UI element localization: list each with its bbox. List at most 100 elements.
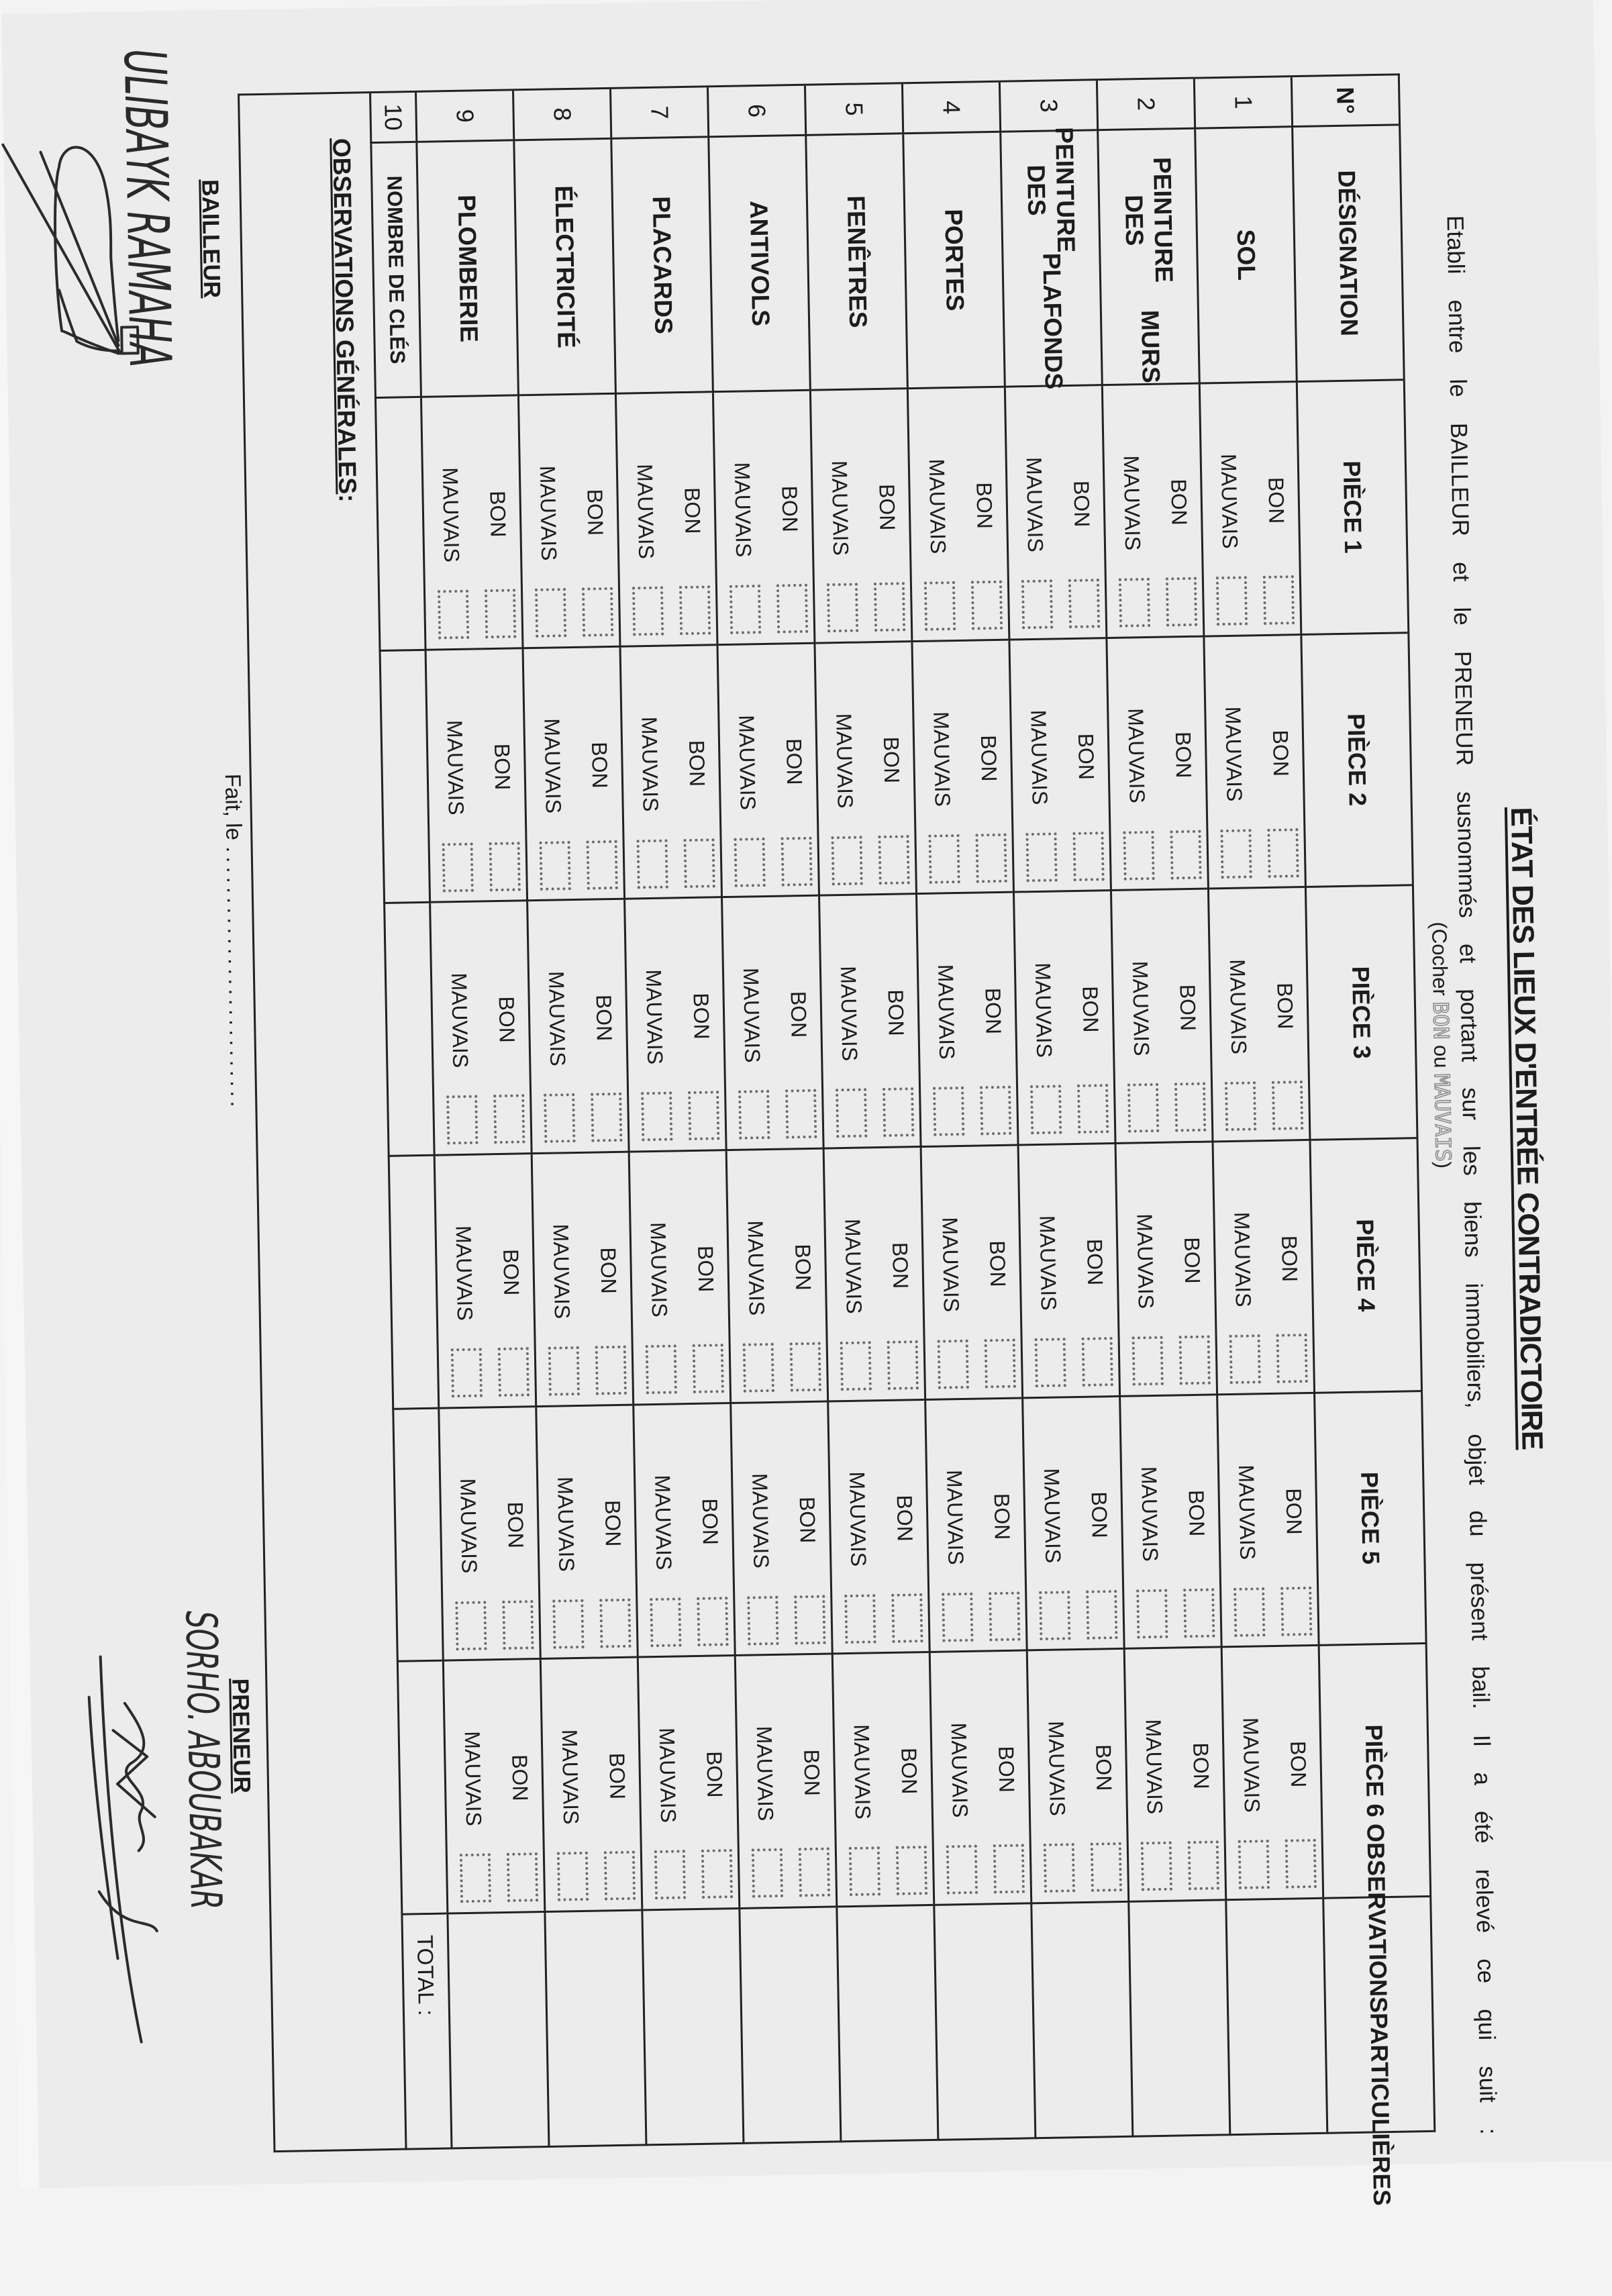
checkbox-bon[interactable]	[603, 1850, 636, 1901]
option-bon[interactable]: BON	[1262, 636, 1301, 889]
checkbox-bon[interactable]	[785, 1089, 817, 1139]
option-mauvais[interactable]: MAUVAIS	[632, 646, 670, 899]
checkbox-bon[interactable]	[1081, 1337, 1113, 1387]
option-mauvais[interactable]: MAUVAIS	[1118, 638, 1156, 891]
checkbox-bon[interactable]	[497, 1347, 530, 1397]
checkbox-mauvais[interactable]	[442, 842, 474, 893]
option-bon[interactable]: BON	[1165, 637, 1203, 890]
checkbox-bon[interactable]	[878, 834, 910, 885]
checkbox-bon[interactable]	[1090, 1842, 1122, 1893]
observations-cell[interactable]	[933, 1904, 1035, 2141]
observations-cell[interactable]	[446, 1912, 548, 2150]
observations-cell[interactable]	[544, 1911, 646, 2148]
option-bon[interactable]: BON	[883, 1148, 921, 1401]
option-bon[interactable]: BON	[1272, 1141, 1310, 1394]
checkbox-mauvais[interactable]	[942, 1592, 974, 1642]
observations-cell[interactable]	[641, 1909, 743, 2146]
option-bon[interactable]: BON	[887, 1401, 925, 1654]
checkbox-mauvais[interactable]	[933, 1087, 965, 1137]
checkbox-mauvais[interactable]	[556, 1852, 589, 1901]
checkbox-mauvais[interactable]	[450, 1348, 483, 1398]
option-bon[interactable]: BON	[984, 1399, 1022, 1652]
checkbox-mauvais[interactable]	[455, 1601, 487, 1650]
option-bon[interactable]: BON	[785, 1150, 823, 1403]
checkbox-mauvais[interactable]	[738, 1090, 770, 1140]
option-mauvais[interactable]: MAUVAIS	[942, 1652, 980, 1905]
option-bon[interactable]: BON	[1064, 386, 1102, 639]
option-mauvais[interactable]: MAUVAIS	[747, 1656, 785, 1909]
option-bon[interactable]: BON	[1178, 1395, 1217, 1648]
checkbox-mauvais[interactable]	[1220, 829, 1252, 879]
option-mauvais[interactable]: MAUVAIS	[544, 1154, 582, 1407]
option-mauvais[interactable]: MAUVAIS	[919, 389, 958, 642]
option-bon[interactable]: BON	[489, 902, 527, 1155]
checkbox-mauvais[interactable]	[1118, 577, 1151, 628]
option-mauvais[interactable]: MAUVAIS	[1039, 1650, 1077, 1903]
checkbox-bon[interactable]	[1076, 1084, 1109, 1134]
checkbox-mauvais[interactable]	[437, 589, 470, 640]
checkbox-bon[interactable]	[895, 1846, 928, 1896]
checkbox-mauvais[interactable]	[548, 1346, 580, 1396]
option-mauvais[interactable]: MAUVAIS	[831, 896, 869, 1149]
option-bon[interactable]: BON	[692, 1404, 730, 1657]
option-bon[interactable]: BON	[980, 1146, 1018, 1399]
checkbox-bon[interactable]	[1267, 828, 1299, 878]
checkbox-bon[interactable]	[591, 1093, 623, 1142]
option-bon[interactable]: BON	[1086, 1650, 1124, 1903]
checkbox-bon[interactable]	[1170, 830, 1202, 880]
checkbox-mauvais[interactable]	[1043, 1843, 1075, 1893]
option-mauvais[interactable]: MAUVAIS	[1017, 387, 1055, 640]
option-bon[interactable]: BON	[1174, 1143, 1213, 1396]
option-bon[interactable]: BON	[586, 900, 624, 1153]
option-mauvais[interactable]: MAUVAIS	[1220, 889, 1258, 1142]
checkbox-bon[interactable]	[1174, 1082, 1207, 1132]
option-mauvais[interactable]: MAUVAIS	[725, 392, 763, 645]
checkbox-bon[interactable]	[678, 585, 711, 636]
checkbox-bon[interactable]	[692, 1344, 724, 1393]
checkbox-mauvais[interactable]	[1229, 1334, 1261, 1385]
checkbox-mauvais[interactable]	[1238, 1840, 1270, 1890]
option-bon[interactable]: BON	[688, 1151, 726, 1404]
checkbox-bon[interactable]	[970, 580, 1003, 630]
option-bon[interactable]: BON	[502, 1660, 540, 1913]
checkbox-mauvais[interactable]	[1127, 1083, 1160, 1133]
checkbox-bon[interactable]	[1165, 577, 1198, 627]
option-bon[interactable]: BON	[1170, 890, 1208, 1143]
option-bon[interactable]: BON	[794, 1655, 832, 1908]
checkbox-mauvais[interactable]	[836, 1088, 868, 1138]
checkbox-mauvais[interactable]	[1215, 576, 1248, 626]
option-mauvais[interactable]: MAUVAIS	[446, 1155, 485, 1408]
checkbox-bon[interactable]	[984, 1338, 1016, 1389]
option-mauvais[interactable]: MAUVAIS	[937, 1399, 975, 1652]
checkbox-mauvais[interactable]	[1136, 1589, 1168, 1639]
checkbox-bon[interactable]	[1187, 1840, 1219, 1891]
observations-cell[interactable]	[738, 1907, 840, 2144]
option-bon[interactable]: BON	[683, 899, 721, 1152]
option-mauvais[interactable]: MAUVAIS	[1034, 1398, 1072, 1651]
checkbox-mauvais[interactable]	[751, 1848, 784, 1898]
checkbox-bon[interactable]	[1271, 1081, 1304, 1131]
checkbox-mauvais[interactable]	[848, 1846, 881, 1897]
option-bon[interactable]: BON	[869, 389, 907, 642]
checkbox-bon[interactable]	[1072, 831, 1105, 881]
option-bon[interactable]: BON	[1081, 1397, 1119, 1650]
option-bon[interactable]: BON	[1258, 383, 1297, 636]
option-bon[interactable]: BON	[891, 1653, 929, 1906]
option-mauvais[interactable]: MAUVAIS	[729, 645, 767, 898]
option-mauvais[interactable]: MAUVAIS	[438, 650, 476, 903]
option-bon[interactable]: BON	[1068, 639, 1106, 892]
option-mauvais[interactable]: MAUVAIS	[535, 648, 573, 901]
checkbox-bon[interactable]	[887, 1340, 919, 1390]
option-mauvais[interactable]: MAUVAIS	[822, 391, 860, 644]
checkbox-bon[interactable]	[891, 1593, 923, 1643]
option-bon[interactable]: BON	[975, 893, 1013, 1146]
option-mauvais[interactable]: MAUVAIS	[1233, 1647, 1272, 1900]
checkbox-mauvais[interactable]	[1123, 830, 1155, 881]
checkbox-mauvais[interactable]	[840, 1341, 872, 1391]
option-mauvais[interactable]: MAUVAIS	[548, 1407, 586, 1660]
checkbox-bon[interactable]	[873, 582, 906, 632]
checkbox-bon[interactable]	[883, 1087, 915, 1138]
checkbox-bon[interactable]	[1262, 575, 1295, 625]
checkbox-bon[interactable]	[1178, 1335, 1211, 1385]
checkbox-bon[interactable]	[993, 1844, 1025, 1894]
